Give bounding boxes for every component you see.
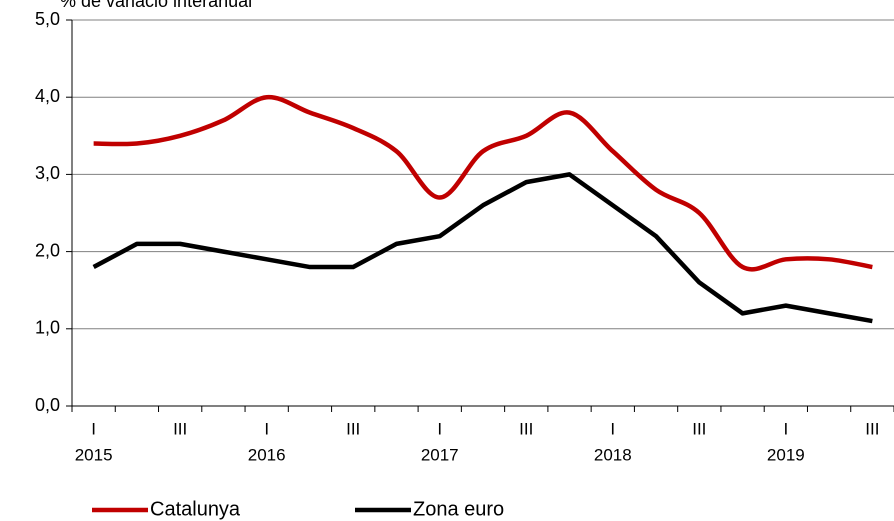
legend-label: Zona euro <box>413 498 504 520</box>
series-line <box>92 172 873 324</box>
year-label: 2016 <box>248 445 286 464</box>
y-tick-label: 5,0 <box>35 9 60 29</box>
chart-title: % de variació interanual <box>60 0 252 11</box>
x-tick-label: III <box>173 419 187 438</box>
y-tick-label: 3,0 <box>35 163 60 183</box>
year-label: 2017 <box>421 445 459 464</box>
x-tick-label: III <box>692 419 706 438</box>
y-tick-label: 0,0 <box>35 395 60 415</box>
x-tick-label: I <box>437 419 442 438</box>
year-label: 2019 <box>767 445 805 464</box>
x-tick-label: I <box>610 419 615 438</box>
legend-label: Catalunya <box>150 498 241 520</box>
series-line <box>93 94 873 272</box>
x-tick-label: I <box>264 419 269 438</box>
y-tick-label: 1,0 <box>35 318 60 338</box>
y-tick-label: 4,0 <box>35 86 60 106</box>
x-tick-label: I <box>91 419 96 438</box>
year-label: 2015 <box>75 445 113 464</box>
y-tick-label: 2,0 <box>35 240 60 260</box>
year-label: 2018 <box>594 445 632 464</box>
x-tick-label: III <box>519 419 533 438</box>
x-tick-label: III <box>865 419 879 438</box>
x-tick-label: I <box>783 419 788 438</box>
x-tick-label: III <box>346 419 360 438</box>
